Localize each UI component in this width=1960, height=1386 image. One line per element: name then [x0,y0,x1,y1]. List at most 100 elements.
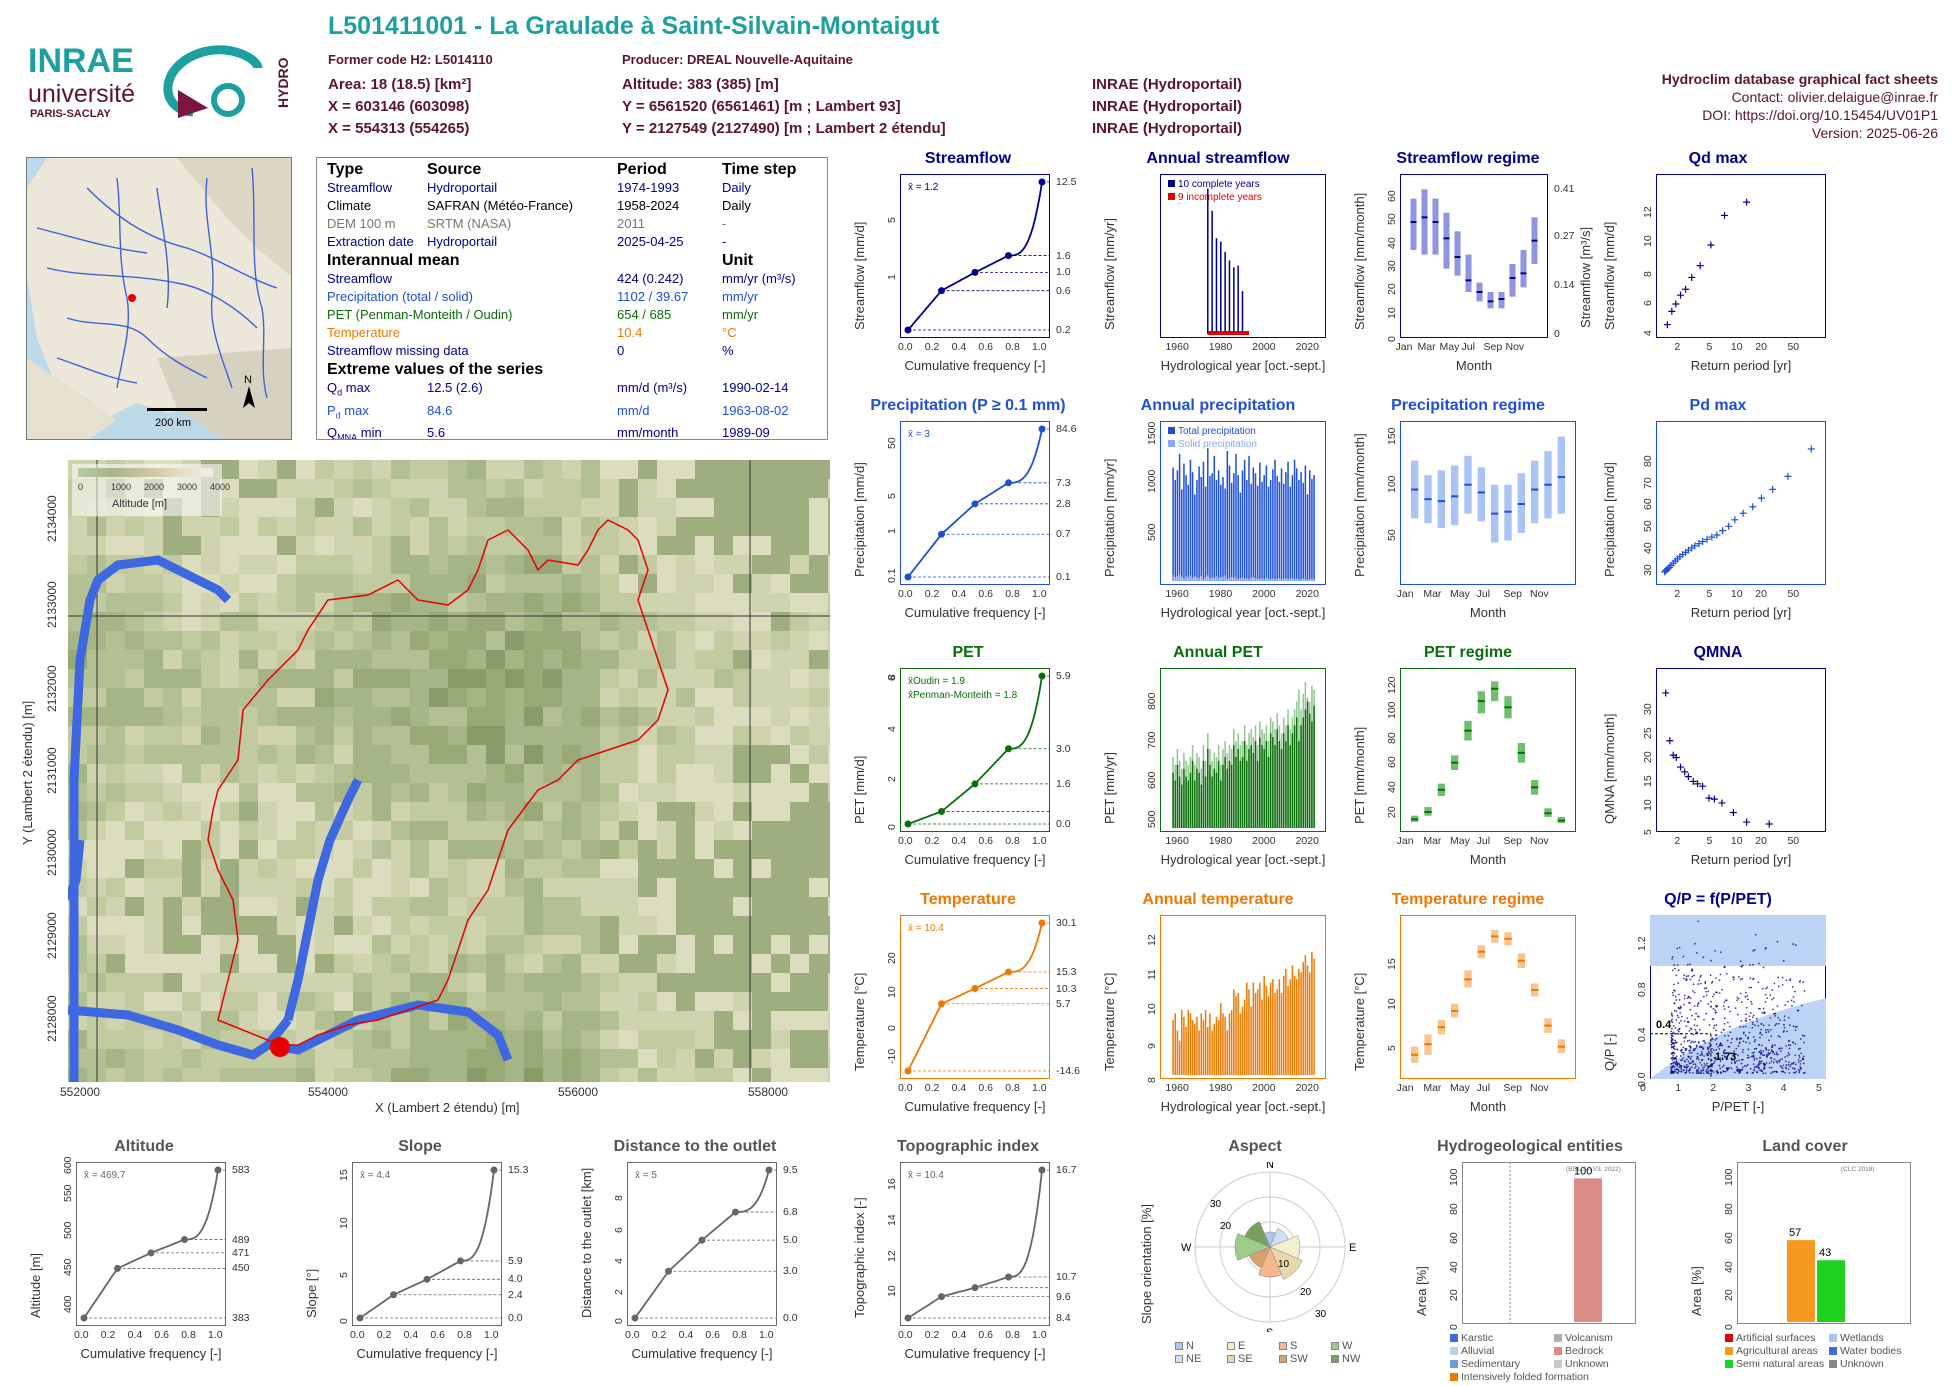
legend-swatch [1554,1360,1562,1369]
regime-box [1477,467,1485,522]
plot-area [1411,681,1565,824]
source-cell: Hydroportail [427,234,498,249]
source-cell: Climate [327,198,372,213]
category-bar [1787,1240,1815,1322]
plot-frame [1656,421,1826,585]
plot-frame [900,421,1050,585]
bar [1302,717,1304,828]
rivers [36,167,278,399]
bar [1306,965,1309,1075]
chart-aspect: AspectNESW3020102030Slope orientation [%… [1135,1138,1375,1378]
x-tick: 0.6 [978,341,993,353]
return-point [1749,503,1757,511]
x-axis-label: Cumulative frequency [-] [356,1346,498,1361]
x-tick: 10 [1730,835,1743,847]
x-tick: 0.8 [181,1329,196,1341]
x-tick: 0.0 [898,588,913,600]
bar [1237,475,1239,581]
y-axis-label: Precipitation [mm/d] [852,462,867,577]
x-tick: 1.0 [484,1329,499,1341]
return-point [1684,773,1692,781]
bar [1207,749,1209,828]
y-tick: 20 [1723,1289,1735,1302]
bar [1241,1006,1244,1075]
bar [1213,1023,1216,1075]
bar [1276,476,1278,581]
mean-label: Temperature [327,325,400,340]
bar-solid [1220,577,1222,581]
y-tick: 6 [1642,300,1654,307]
x-tick: 1 [1675,1082,1682,1094]
chart-title: PET [952,644,984,661]
y-tick-right: 0.0 [508,1312,523,1324]
plot-area: x̄Oudin = 1.9 x̄Penman-Monteith = 1.8 [904,672,1050,828]
y-tick-right: 12.5 [1056,176,1077,188]
legend-swatch [1554,1347,1562,1356]
x-tick: 1.0 [759,1329,774,1341]
bar [1233,267,1235,334]
y-tick: 500 [1146,523,1158,541]
y-tick: 120 [1386,676,1398,695]
bar-solid [1237,579,1239,581]
bar [1265,741,1268,828]
bar [1274,745,1276,828]
bar [1222,477,1224,581]
category-bar [1817,1260,1845,1322]
y-tick-right: 9.6 [1056,1290,1071,1303]
bar [1224,488,1226,581]
quantile-point [904,1067,912,1075]
bar-solid [1302,578,1304,581]
y-tick: 100 [1723,1168,1735,1187]
x-tick: 0.8 [457,1329,472,1341]
quantile-point [114,1264,121,1272]
chart-title: PET regime [1423,644,1513,661]
bar [1287,461,1289,581]
return-point [1694,780,1702,788]
legend-swatch [1725,1360,1733,1369]
legend-label: 9 incomplete years [1178,192,1262,203]
legend-swatch [1168,440,1175,447]
bar-solid [1191,577,1194,581]
regime-box [1509,264,1516,297]
bar [1207,1027,1209,1075]
bar [1239,1013,1242,1075]
y-tick-right: 5.0 [783,1234,798,1247]
y-tick: 15 [1642,775,1654,788]
legend-swatch [1331,1342,1339,1351]
doi-link[interactable]: DOI: https://doi.org/10.15454/UV01P1 [1702,107,1938,123]
x-tick: Jul [1461,341,1475,353]
x-tick: 0.4 [127,1329,143,1341]
y-tick: 0 [1723,1324,1735,1330]
y-axis-label: Temperature [°C] [1352,972,1367,1071]
y-tick-right: 84.6 [1056,423,1077,435]
return-point [1739,509,1747,517]
y-tick: 10 [1642,235,1654,248]
legend-swatch [1175,1342,1183,1351]
france-minimap: 200 km N [26,157,292,440]
legend-label: Solid precipitation [1178,439,1257,450]
y-tick: 5 [1642,829,1654,835]
chart-q_reg: Streamflow regime Month Streamflow [mm/mon… [1348,150,1593,390]
legend-swatch [1450,1360,1458,1369]
north-label: N [244,374,252,386]
y-tick-right: 1.0 [1056,266,1071,279]
quantile-point [1005,252,1012,260]
plot-area: 10 complete years 9 incomplete years [1168,179,1262,335]
x-tick: 1.0 [1032,1329,1047,1341]
chart-t_cdf: Temperature x̄ = 10.4 Cumulative frequency… [848,891,1088,1131]
x-axis-label: Return period [yr] [1690,358,1792,373]
x-tick: 1980 [1208,341,1233,353]
bar [1269,479,1272,581]
contact[interactable]: Contact: olivier.delaigue@inrae.fr [1731,89,1938,105]
quantile-point [938,530,945,538]
legend-swatch [1450,1373,1458,1382]
bar [1191,472,1194,581]
bar [1181,784,1183,828]
x-tick: Jan [1396,1082,1414,1094]
source-cell: - [722,234,727,249]
bar [1202,1020,1205,1075]
chart-title: Annual PET [1173,644,1263,661]
y-tick: 0 [886,1024,898,1031]
extreme-var: Q [327,425,338,440]
bar-value: 43 [1819,1247,1831,1259]
